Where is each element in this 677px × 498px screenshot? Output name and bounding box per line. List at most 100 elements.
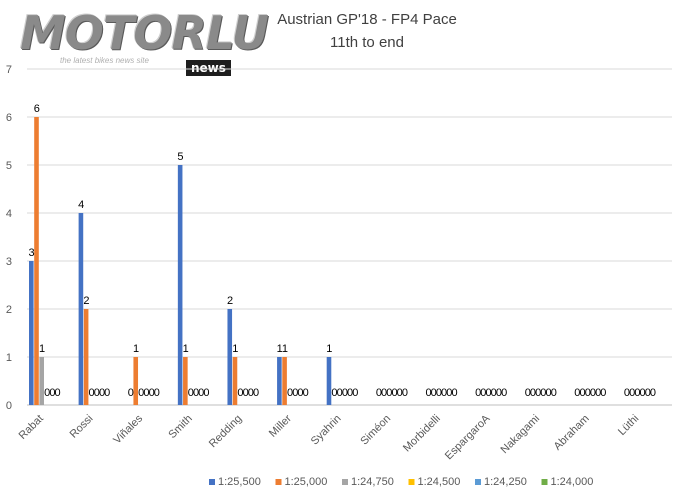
x-tick-label: Lüthi [616, 413, 641, 438]
bar [29, 261, 34, 405]
data-label: 0 [441, 387, 447, 399]
data-label: 0 [352, 387, 358, 399]
data-label: 0 [650, 387, 656, 399]
data-label: 0 [303, 387, 309, 399]
bar [34, 117, 39, 405]
data-label: 0 [402, 387, 408, 399]
bar [133, 357, 139, 405]
data-label: 0 [44, 387, 50, 399]
data-label: 0 [629, 387, 635, 399]
data-label: 1 [232, 343, 238, 355]
legend-swatch [342, 479, 348, 485]
legend-swatch [209, 479, 215, 485]
legend-swatch [275, 479, 282, 485]
data-label: 0 [595, 387, 601, 399]
data-label: 0 [386, 387, 392, 399]
data-label: 0 [55, 387, 61, 399]
motorlu-logo: MOTORLU the latest bikes news site news [20, 10, 269, 76]
data-label: 0 [485, 387, 491, 399]
data-label: 0 [342, 387, 348, 399]
data-label: 0 [143, 387, 149, 399]
x-tick-label: Viñales [111, 412, 145, 446]
bar [232, 357, 238, 405]
bar [177, 165, 183, 405]
data-label: 0 [530, 387, 536, 399]
data-label: 0 [446, 387, 452, 399]
legend-swatch [541, 479, 548, 485]
data-label: 0 [49, 387, 55, 399]
legend-label: 1:24,250 [484, 476, 527, 488]
data-label: 0 [491, 387, 497, 399]
bar [277, 357, 282, 405]
data-label: 0 [475, 387, 481, 399]
data-label: 0 [640, 387, 646, 399]
x-axis: Rabat Rossi Viñales Smith Redding Miller Syahr… [17, 412, 642, 462]
data-label: 0 [203, 387, 209, 399]
data-label: 0 [297, 387, 303, 399]
bar [183, 357, 188, 405]
data-label: 0 [590, 387, 596, 399]
legend: 1:25,500 1:25,000 1:24,750 1:24,500 1:24,250… [209, 476, 593, 488]
legend-label: 1:25,500 [218, 476, 261, 488]
bar [83, 309, 89, 405]
data-label: 0 [431, 387, 437, 399]
x-tick-label: Rossi [68, 413, 96, 441]
gridlines [27, 68, 672, 406]
legend-label: 1:24,750 [351, 476, 394, 488]
y-tick-label: 1 [6, 352, 12, 364]
x-tick-label: Morbidelli [401, 413, 443, 455]
data-label: 0 [425, 387, 431, 399]
y-tick-label: 3 [6, 256, 12, 268]
data-label: 1 [282, 343, 288, 355]
data-label: 0 [600, 387, 606, 399]
data-label: 0 [551, 387, 557, 399]
chart-title: Austrian GP'18 - FP4 Pace [277, 11, 457, 28]
legend-label: 1:25,000 [285, 476, 328, 488]
data-label: 0 [149, 387, 155, 399]
data-label: 0 [104, 387, 110, 399]
data-label: 2 [83, 295, 89, 307]
data-label: 0 [248, 387, 254, 399]
data-label: 0 [645, 387, 651, 399]
data-label: 0 [634, 387, 640, 399]
x-tick-label: EspargaroA [443, 412, 493, 462]
data-label: 6 [34, 103, 40, 115]
data-label: 0 [391, 387, 397, 399]
data-label: 0 [545, 387, 551, 399]
data-label: 0 [585, 387, 591, 399]
data-label: 0 [451, 387, 457, 399]
data-label: 0 [574, 387, 580, 399]
data-label: 0 [292, 387, 298, 399]
data-label: 1 [183, 343, 189, 355]
data-label: 0 [535, 387, 541, 399]
y-tick-label: 2 [6, 304, 12, 316]
data-label: 2 [227, 295, 233, 307]
bar [326, 357, 332, 405]
bar [227, 309, 233, 405]
x-tick-label: Abraham [552, 413, 592, 453]
y-tick-label: 6 [6, 112, 12, 124]
data-label: 1 [277, 343, 283, 355]
data-label: 0 [253, 387, 259, 399]
data-label: 0 [243, 387, 249, 399]
x-tick-label: Rabat [17, 413, 46, 442]
data-label: 0 [99, 387, 105, 399]
legend-swatch [475, 479, 481, 485]
legend-label: 1:24,000 [551, 476, 594, 488]
x-tick-label: Siméon [358, 413, 393, 448]
bar [78, 213, 84, 405]
data-label: 0 [89, 387, 95, 399]
data-label: 0 [496, 387, 502, 399]
x-tick-label: Smith [166, 413, 194, 441]
bar [39, 357, 44, 405]
data-label: 1 [326, 343, 332, 355]
data-label: 0 [337, 387, 343, 399]
data-label: 0 [188, 387, 194, 399]
data-label: 0 [376, 387, 382, 399]
bars [29, 117, 332, 405]
data-label: 0 [397, 387, 403, 399]
data-label: 0 [128, 387, 134, 399]
data-label: 0 [138, 387, 144, 399]
bar [282, 357, 287, 405]
